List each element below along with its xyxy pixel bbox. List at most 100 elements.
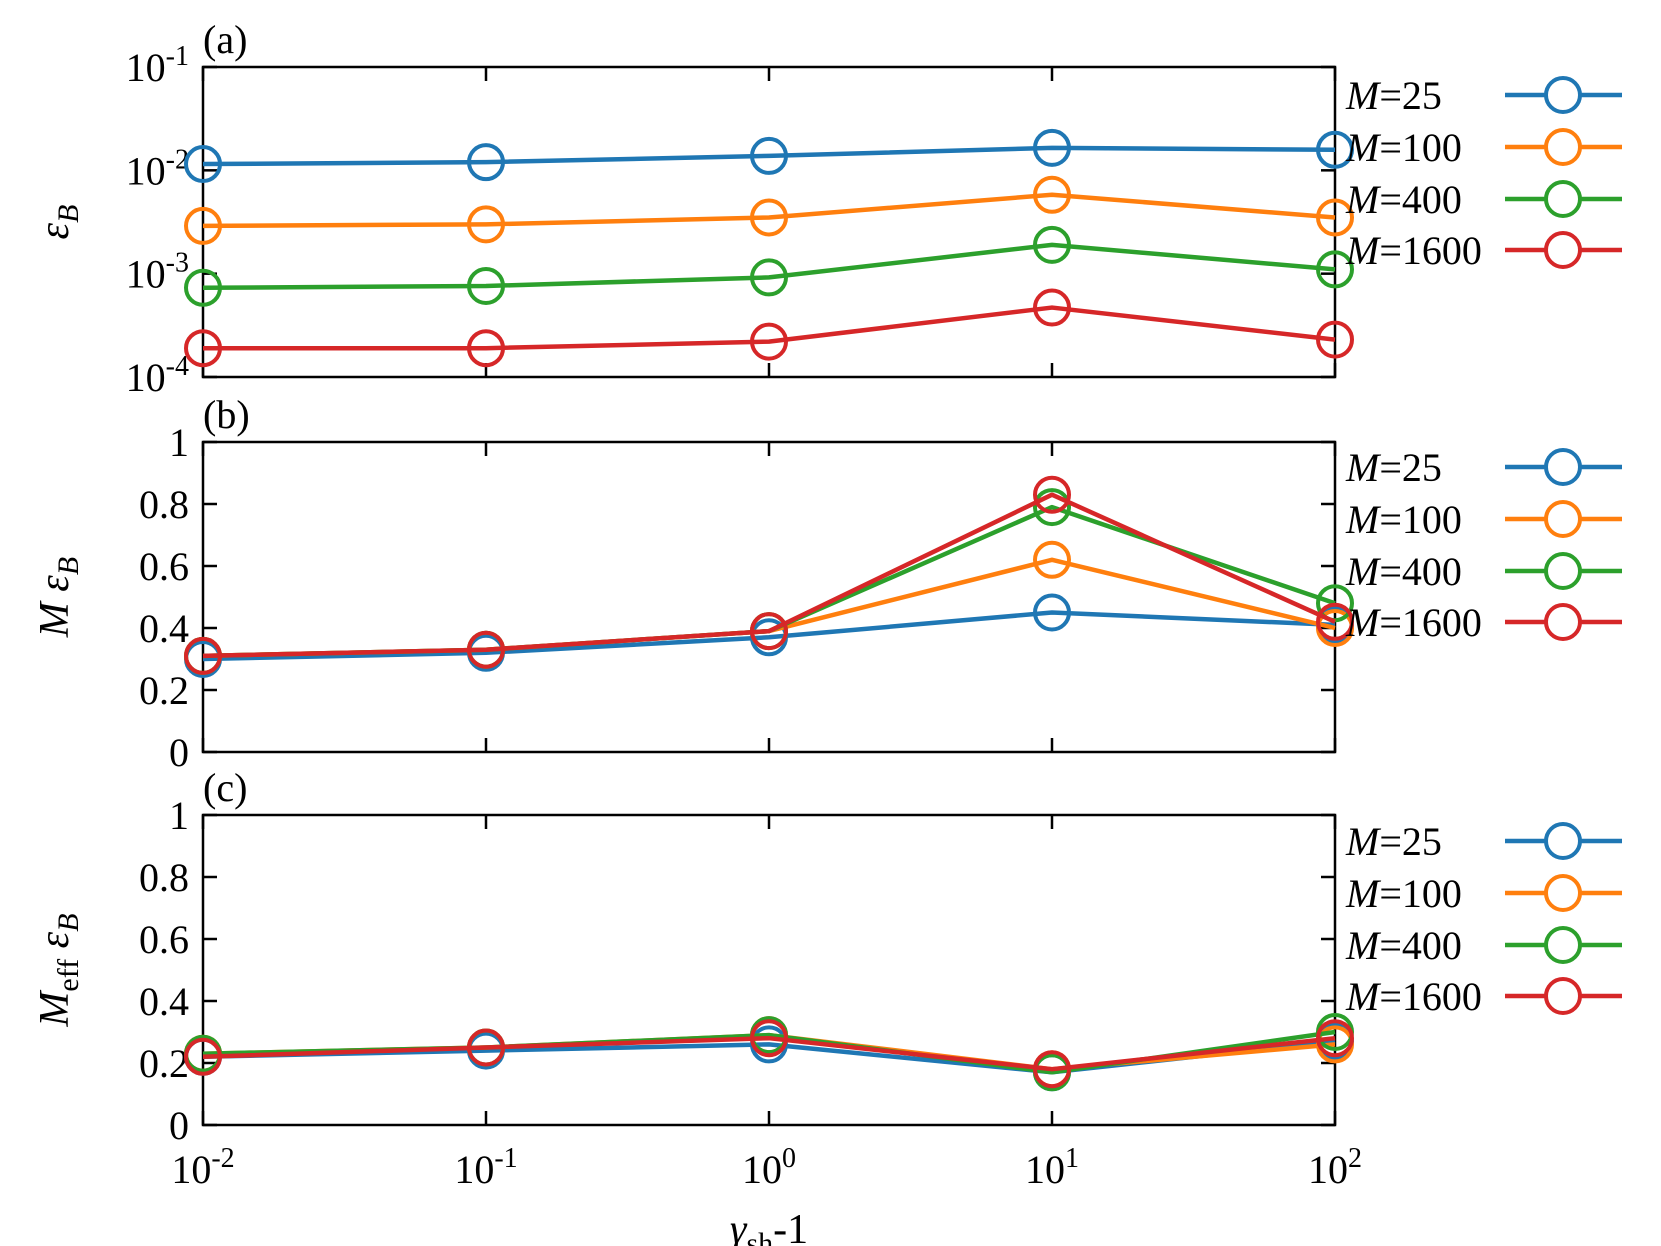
plot-frame — [201, 440, 1337, 754]
x-tick-label: 102 — [1308, 1143, 1362, 1192]
y-tick-label: 0.8 — [139, 855, 189, 900]
y-axis-label: εB — [32, 205, 85, 240]
legend-label: M=1600 — [1345, 974, 1482, 1019]
data-point — [467, 266, 505, 305]
panel-label: (a) — [203, 17, 247, 62]
legend-label: M=25 — [1345, 445, 1442, 490]
panel-label: (b) — [203, 392, 250, 437]
data-point — [1033, 225, 1071, 264]
x-tick-label: 101 — [1025, 1143, 1079, 1192]
legend-label: M=1600 — [1345, 600, 1482, 645]
y-tick-label: 0 — [169, 1103, 189, 1148]
legend-marker — [1544, 231, 1582, 269]
x-tick-label: 10-2 — [171, 1143, 234, 1192]
legend-label: M=400 — [1345, 549, 1462, 594]
y-tick-label: 1 — [169, 793, 189, 838]
panel-2: 0 0.2 0.4 0.6 0.8 1 (c) Meff εB 10-2 10-1 100 101 10… — [32, 765, 1622, 1246]
data-point — [184, 206, 222, 245]
data-point — [1316, 250, 1354, 289]
data-point — [1316, 198, 1354, 237]
legend-marker — [1544, 128, 1582, 166]
y-tick-label: 10-1 — [126, 41, 189, 90]
plot-frame — [201, 65, 1337, 379]
data-point — [750, 198, 788, 237]
data-point — [1316, 130, 1354, 169]
data-point — [467, 143, 505, 182]
y-tick-label: 10-2 — [126, 144, 189, 193]
legend-marker — [1544, 977, 1582, 1015]
series-line — [202, 492, 1336, 659]
data-point — [1033, 475, 1071, 514]
y-tick-label: 10-3 — [126, 248, 189, 297]
series-line — [202, 192, 1336, 229]
y-axis-label: Meff εB — [32, 913, 85, 1027]
y-tick-label: 0.2 — [139, 1041, 189, 1086]
legend-label: M=400 — [1345, 177, 1462, 222]
legend-label: M=25 — [1345, 73, 1442, 118]
panel-label: (c) — [203, 765, 247, 810]
data-point — [184, 145, 222, 184]
panel-1: 0 0.2 0.4 0.6 0.8 1 (b) M εB M=25 M=100 M=400 M=160… — [32, 392, 1622, 775]
legend-label: M=100 — [1345, 871, 1462, 916]
data-point — [184, 1037, 222, 1076]
data-point — [1316, 1019, 1354, 1058]
series-line — [202, 504, 1336, 659]
y-tick-label: 10-4 — [126, 351, 189, 400]
data-point — [750, 1019, 788, 1058]
data-point — [1033, 288, 1071, 327]
legend-label: M=100 — [1345, 125, 1462, 170]
data-point — [1033, 175, 1071, 214]
x-tick-label: 100 — [742, 1143, 796, 1192]
y-tick-label: 1 — [169, 420, 189, 465]
data-point — [1033, 540, 1071, 579]
legend-marker — [1544, 500, 1582, 538]
series-line — [202, 610, 1336, 662]
data-point — [750, 322, 788, 361]
y-tick-label: 0 — [169, 730, 189, 775]
data-point — [1033, 1050, 1071, 1089]
legend-marker — [1544, 603, 1582, 641]
y-axis-label: M εB — [32, 557, 85, 638]
y-tick-label: 0.4 — [139, 979, 189, 1024]
data-point — [1316, 320, 1354, 359]
data-point — [750, 258, 788, 297]
data-point — [467, 205, 505, 244]
y-tick-label: 0.2 — [139, 668, 189, 713]
data-point — [467, 630, 505, 669]
legend-marker — [1544, 874, 1582, 912]
data-point — [1033, 593, 1071, 632]
plot-frame — [201, 813, 1337, 1127]
legend-marker — [1544, 926, 1582, 964]
data-point — [467, 329, 505, 368]
y-tick-label: 0.4 — [139, 606, 189, 651]
data-point — [184, 636, 222, 675]
legend-label: M=1600 — [1345, 228, 1482, 273]
legend-label: M=100 — [1345, 497, 1462, 542]
legend-label: M=25 — [1345, 819, 1442, 864]
x-tick-label: 10-1 — [454, 1143, 517, 1192]
data-point — [750, 136, 788, 175]
data-point — [1033, 128, 1071, 167]
data-point — [184, 329, 222, 368]
y-tick-label: 0.6 — [139, 917, 189, 962]
y-tick-label: 0.6 — [139, 544, 189, 589]
series-line — [203, 305, 1336, 351]
legend-marker — [1544, 822, 1582, 860]
data-point — [1033, 488, 1071, 527]
data-point — [1316, 602, 1354, 641]
legend-label: M=400 — [1345, 923, 1462, 968]
legend-marker — [1544, 552, 1582, 590]
series-line — [202, 1035, 1336, 1072]
data-point — [467, 1028, 505, 1067]
legend-marker — [1544, 180, 1582, 218]
x-axis-label: γsh-1 — [730, 1207, 808, 1246]
data-point — [750, 612, 788, 651]
legend-marker — [1544, 448, 1582, 486]
panel-0: 10-1 10-2 10-3 10-4 (a) εB M=25 M=100 M=400 M=160… — [32, 17, 1622, 400]
data-point — [184, 268, 222, 307]
series-line — [202, 557, 1336, 659]
legend-marker — [1544, 76, 1582, 114]
y-tick-label: 0.8 — [139, 482, 189, 527]
series-line — [202, 242, 1336, 291]
